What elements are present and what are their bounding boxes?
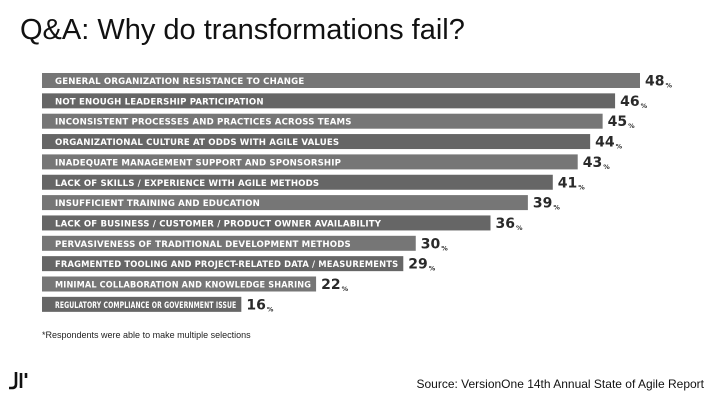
company-logo-icon — [9, 372, 28, 390]
page-title: Q&A: Why do transformations fail? — [20, 14, 465, 46]
source-citation: Source: VersionOne 14th Annual State of … — [416, 377, 704, 391]
bar-category-label: INCONSISTENT PROCESSES AND PRACTICES ACR… — [55, 118, 352, 128]
bar-category-label: REGULATORY COMPLIANCE OR GOVERNMENT ISSU… — [55, 301, 236, 311]
bar-value-label: 48% — [645, 74, 672, 90]
bar-category-label: ORGANIZATIONAL CULTURE AT ODDS WITH AGIL… — [55, 138, 339, 148]
bar-category-label: FRAGMENTED TOOLING AND PROJECT-RELATED D… — [55, 260, 398, 270]
bar-category-label: MINIMAL COLLABORATION AND KNOWLEDGE SHAR… — [55, 281, 311, 291]
bar — [42, 276, 317, 292]
bar-value-label: 39% — [533, 196, 560, 212]
bar — [42, 134, 591, 150]
bar-value-label: 45% — [608, 114, 635, 130]
bar — [42, 215, 491, 231]
footnote: *Respondents were able to make multiple … — [42, 330, 251, 340]
bar — [42, 296, 242, 312]
bar — [42, 235, 416, 251]
bar — [42, 195, 528, 211]
bar-category-label: LACK OF BUSINESS / CUSTOMER / PRODUCT OW… — [55, 219, 382, 229]
bar — [42, 113, 603, 129]
bar-category-label: INADEQUATE MANAGEMENT SUPPORT AND SPONSO… — [55, 158, 341, 168]
bar — [42, 174, 553, 190]
bar-value-label: 44% — [595, 135, 622, 151]
bar-category-label: INSUFFICIENT TRAINING AND EDUCATION — [55, 199, 260, 209]
bar-category-label: GENERAL ORGANIZATION RESISTANCE TO CHANG… — [55, 77, 304, 87]
bar-value-label: 30% — [421, 236, 448, 252]
bar-value-label: 16% — [246, 297, 273, 313]
bar-value-label: 29% — [408, 257, 435, 273]
bar-value-label: 22% — [321, 277, 348, 293]
bar — [42, 93, 616, 109]
bar — [42, 256, 404, 272]
bar-category-label: LACK OF SKILLS / EXPERIENCE WITH AGILE M… — [55, 179, 319, 189]
bar-value-label: 41% — [558, 175, 585, 191]
bar-value-label: 46% — [620, 94, 647, 110]
bar-value-label: 43% — [583, 155, 610, 171]
bar-category-label: NOT ENOUGH LEADERSHIP PARTICIPATION — [55, 97, 264, 107]
bar-category-label: PERVASIVENESS OF TRADITIONAL DEVELOPMENT… — [55, 240, 351, 250]
bar-value-label: 36% — [496, 216, 523, 232]
bar — [42, 154, 578, 170]
bar — [42, 73, 640, 88]
